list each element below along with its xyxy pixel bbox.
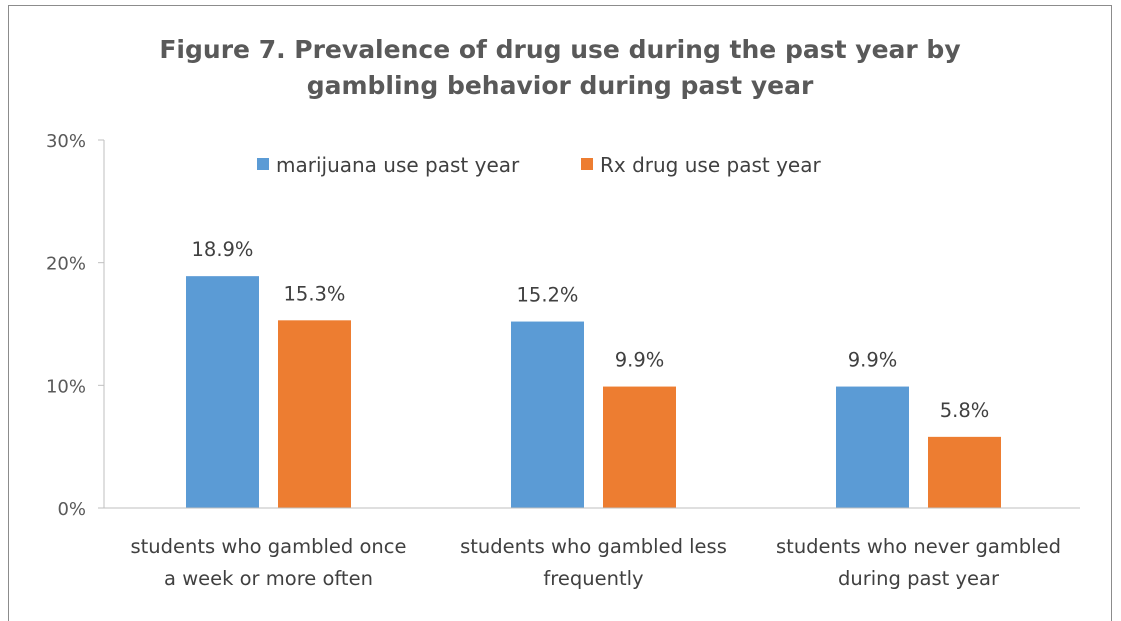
y-tick-label-3: 30% (46, 131, 86, 152)
data-label-marijuana-1: 18.9% (192, 238, 254, 261)
legend-label-rx: Rx drug use past year (600, 153, 821, 177)
data-label-rx-2: 9.9% (615, 349, 665, 372)
category-label-1-line-1: students who gambled once (130, 535, 406, 558)
data-label-rx-3: 5.8% (940, 399, 990, 422)
bar-marijuana-2 (511, 321, 584, 508)
y-tick-label-2: 20% (46, 254, 86, 275)
bar-rx-2 (603, 386, 676, 508)
bar-marijuana-3 (836, 386, 909, 508)
bar-marijuana-1 (186, 276, 259, 508)
data-label-rx-1: 15.3% (284, 282, 346, 305)
category-label-1-line-2: a week or more often (164, 567, 373, 590)
legend-swatch-rx (581, 158, 593, 170)
chart-title-line-1: Figure 7. Prevalence of drug use during … (159, 35, 960, 64)
category-label-3-line-2: during past year (838, 567, 1000, 590)
data-label-marijuana-3: 9.9% (848, 349, 898, 372)
y-tick-label-0: 0% (57, 499, 86, 520)
bar-rx-3 (928, 436, 1001, 508)
category-label-2-line-2: frequently (543, 567, 643, 590)
y-tick-label-1: 10% (46, 376, 86, 397)
data-label-marijuana-2: 15.2% (517, 284, 579, 307)
legend-label-marijuana: marijuana use past year (276, 153, 520, 177)
chart-title-line-2: gambling behavior during past year (307, 71, 814, 100)
category-label-2-line-1: students who gambled less (460, 535, 727, 558)
category-label-3-line-1: students who never gambled (776, 535, 1061, 558)
legend-swatch-marijuana (257, 158, 269, 170)
bar-rx-1 (278, 320, 351, 508)
